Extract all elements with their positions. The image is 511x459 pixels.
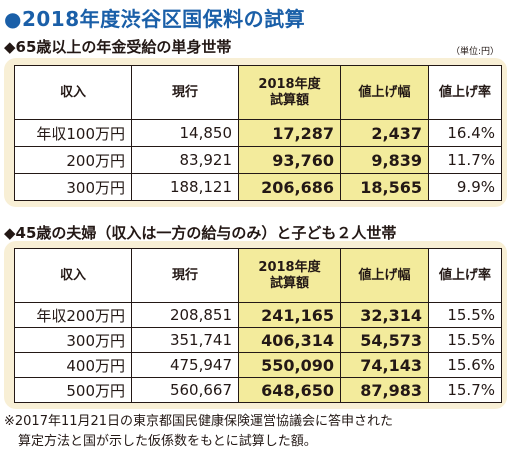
table2-header-row: 収入 現行 2018年度 試算額 値上げ幅 値上げ率: [14, 248, 502, 303]
increase-cell: 9,839: [340, 146, 429, 174]
col-header-estimate: 2018年度 試算額: [238, 65, 341, 120]
col-header-rate: 値上げ率: [428, 248, 502, 303]
increase-cell: 2,437: [340, 119, 429, 147]
income-cell: 300万円: [14, 173, 132, 201]
col-header-current: 現行: [131, 65, 239, 120]
table-row: 500万円 560,667 648,650 87,983 15.7%: [14, 377, 502, 403]
footnote-line2: 算定方法と国が示した仮係数をもとに試算した額。: [18, 434, 317, 449]
col-header-income: 収入: [14, 65, 132, 120]
estimate-cell: 648,650: [238, 377, 341, 403]
estimate-cell: 17,287: [238, 119, 341, 147]
income-cell: 500万円: [14, 377, 132, 403]
rate-cell: 15.7%: [428, 377, 502, 403]
table-row: 300万円 351,741 406,314 54,573 15.5%: [14, 327, 502, 353]
current-cell: 83,921: [131, 146, 239, 174]
footnote: ※2017年11月21日の東京都国民健康保険運営協議会に答申された 算定方法と国…: [4, 412, 507, 452]
table-row: 400万円 475,947 550,090 74,143 15.6%: [14, 352, 502, 378]
table-row: 年収100万円 14,850 17,287 2,437 16.4%: [14, 119, 502, 147]
col-header-current: 現行: [131, 248, 239, 303]
increase-cell: 32,314: [340, 302, 429, 328]
increase-cell: 74,143: [340, 352, 429, 378]
rate-cell: 15.5%: [428, 327, 502, 353]
estimate-cell: 93,760: [238, 146, 341, 174]
estimate-cell: 241,165: [238, 302, 341, 328]
col-header-income: 収入: [14, 248, 132, 303]
income-cell: 300万円: [14, 327, 132, 353]
current-cell: 188,121: [131, 173, 239, 201]
rate-cell: 16.4%: [428, 119, 502, 147]
income-cell: 年収200万円: [14, 302, 132, 328]
table-row: 200万円 83,921 93,760 9,839 11.7%: [14, 146, 502, 174]
income-cell: 年収100万円: [14, 119, 132, 147]
col-header-increase: 値上げ幅: [340, 248, 429, 303]
rate-cell: 9.9%: [428, 173, 502, 201]
increase-cell: 18,565: [340, 173, 429, 201]
rate-cell: 15.6%: [428, 352, 502, 378]
estimate-cell: 206,686: [238, 173, 341, 201]
table2: 収入 現行 2018年度 試算額 値上げ幅 値上げ率 年収200万円 208,8…: [14, 248, 502, 403]
table1-header-row: 収入 現行 2018年度 試算額 値上げ幅 値上げ率: [14, 65, 502, 120]
col-header-rate: 値上げ率: [428, 65, 502, 120]
col-header-increase: 値上げ幅: [340, 65, 429, 120]
current-cell: 208,851: [131, 302, 239, 328]
estimate-cell: 406,314: [238, 327, 341, 353]
income-cell: 400万円: [14, 352, 132, 378]
current-cell: 560,667: [131, 377, 239, 403]
current-cell: 14,850: [131, 119, 239, 147]
rate-cell: 15.5%: [428, 302, 502, 328]
section1-heading: ◆65歳以上の年金受給の単身世帯: [4, 38, 232, 56]
table1: 収入 現行 2018年度 試算額 値上げ幅 値上げ率 年収100万円 14,85…: [14, 65, 502, 201]
increase-cell: 54,573: [340, 327, 429, 353]
col-header-estimate: 2018年度 試算額: [238, 248, 341, 303]
table1-card: 収入 現行 2018年度 試算額 値上げ幅 値上げ率 年収100万円 14,85…: [4, 58, 507, 207]
section2-heading: ◆45歳の夫婦（収入は一方の給与のみ）と子ども２人世帯: [4, 224, 397, 242]
current-cell: 475,947: [131, 352, 239, 378]
table2-card: 収入 現行 2018年度 試算額 値上げ幅 値上げ率 年収200万円 208,8…: [4, 241, 507, 409]
footnote-line1: ※2017年11月21日の東京都国民健康保険運営協議会に答申された: [4, 414, 394, 429]
current-cell: 351,741: [131, 327, 239, 353]
increase-cell: 87,983: [340, 377, 429, 403]
unit-label: （単位:円）: [450, 47, 499, 57]
rate-cell: 11.7%: [428, 146, 502, 174]
page-title: ●2018年度渋谷区国保料の試算: [4, 7, 306, 31]
estimate-cell: 550,090: [238, 352, 341, 378]
table-row: 年収200万円 208,851 241,165 32,314 15.5%: [14, 302, 502, 328]
income-cell: 200万円: [14, 146, 132, 174]
table-row: 300万円 188,121 206,686 18,565 9.9%: [14, 173, 502, 201]
